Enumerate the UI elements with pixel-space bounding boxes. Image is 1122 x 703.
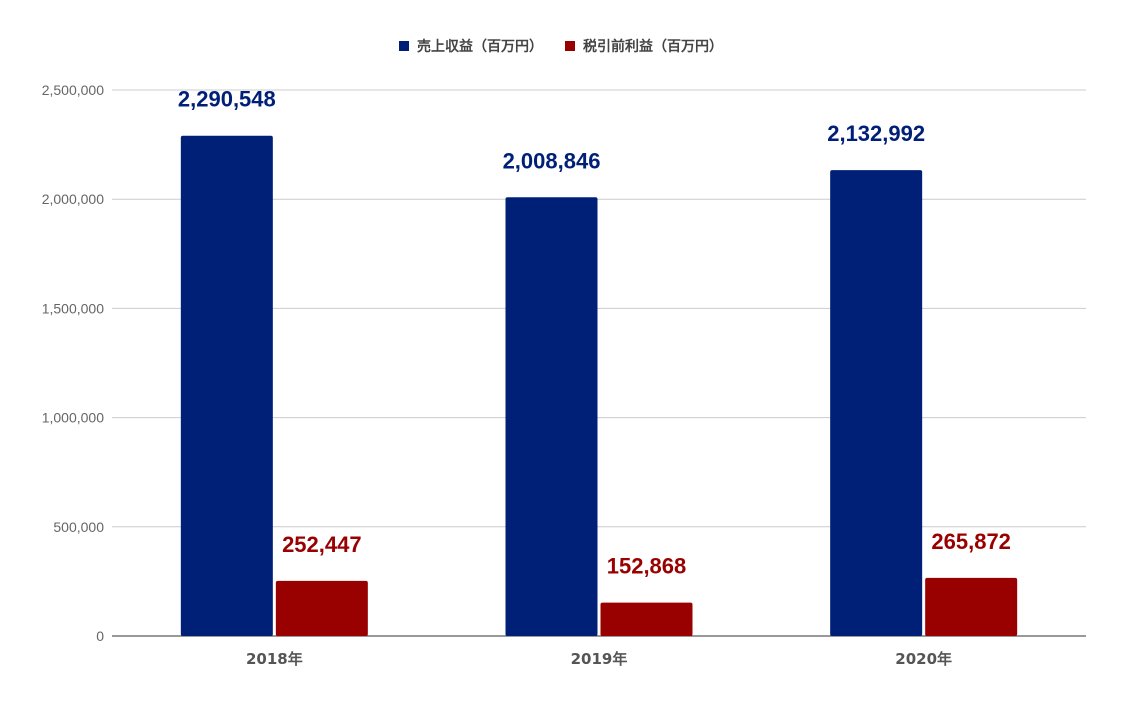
- x-tick-label: 2020年: [895, 650, 952, 668]
- data-label: 152,868: [607, 554, 687, 579]
- bar-revenue[interactable]: [830, 170, 923, 636]
- y-tick-label: 1,500,000: [42, 300, 104, 316]
- data-label: 2,132,992: [827, 121, 925, 146]
- x-tick-label: 2018年: [246, 650, 303, 668]
- y-tick-label: 2,000,000: [42, 191, 104, 207]
- legend-label-revenue: 売上収益（百万円）: [417, 39, 543, 55]
- y-tick-label: 1,000,000: [42, 410, 104, 426]
- y-tick-label: 0: [96, 628, 104, 644]
- y-tick-label: 2,500,000: [42, 82, 104, 98]
- legend: 売上収益（百万円） 税引前利益（百万円）: [0, 36, 1122, 56]
- bar-pretax-profit[interactable]: [600, 602, 693, 636]
- y-tick-label: 500,000: [53, 519, 104, 535]
- data-label: 265,872: [931, 529, 1011, 554]
- legend-swatch-pretax-profit: [565, 41, 575, 51]
- legend-swatch-revenue: [399, 41, 409, 51]
- bar-pretax-profit[interactable]: [275, 580, 368, 636]
- data-label: 252,447: [282, 532, 362, 557]
- bar-revenue[interactable]: [505, 197, 598, 636]
- legend-label-pretax-profit: 税引前利益（百万円）: [583, 39, 723, 55]
- bar-revenue[interactable]: [180, 135, 273, 636]
- x-tick-label: 2019年: [571, 650, 628, 668]
- legend-item-pretax-profit[interactable]: 税引前利益（百万円）: [565, 36, 723, 56]
- data-label: 2,290,548: [178, 87, 276, 112]
- legend-item-revenue[interactable]: 売上収益（百万円）: [399, 36, 543, 56]
- bar-pretax-profit[interactable]: [925, 577, 1018, 636]
- data-label: 2,008,846: [503, 148, 601, 173]
